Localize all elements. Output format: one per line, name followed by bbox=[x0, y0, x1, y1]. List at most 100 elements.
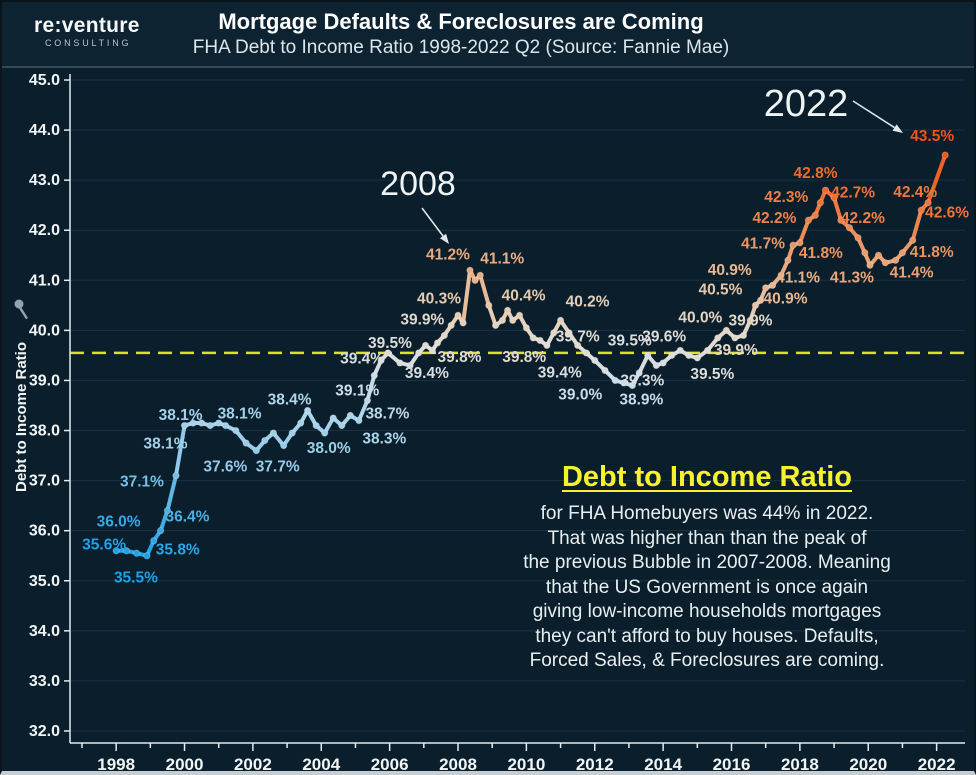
y-tick-label: 32.0 bbox=[29, 723, 60, 740]
data-point bbox=[206, 421, 214, 430]
data-point bbox=[320, 429, 329, 437]
data-point bbox=[667, 351, 676, 360]
data-point bbox=[866, 261, 874, 269]
x-tick-label: 2020 bbox=[849, 755, 887, 774]
data-point bbox=[466, 266, 474, 274]
annotation-line: That was higher than than the peak of bbox=[547, 527, 867, 549]
data-point bbox=[573, 341, 582, 350]
data-point-label: 40.0% bbox=[678, 309, 722, 326]
line-segment bbox=[797, 218, 811, 245]
line-segment bbox=[637, 353, 650, 375]
data-point bbox=[816, 198, 825, 207]
line-segment bbox=[910, 208, 924, 243]
data-point bbox=[288, 429, 296, 437]
data-point bbox=[261, 436, 269, 445]
callout-arrow bbox=[421, 207, 444, 237]
y-tick-label: 39.0 bbox=[29, 372, 60, 389]
axes: 45.0 44.0 43.0 42.0 41.0 40.0 39.0 38.0 37.0 36.0… bbox=[29, 72, 965, 774]
annotation-heading: Debt to Income Ratio bbox=[561, 461, 852, 493]
data-point-label: 39.4% bbox=[405, 365, 449, 382]
data-point-label: 41.7% bbox=[741, 235, 785, 252]
data-point bbox=[509, 316, 517, 325]
data-point-label: 38.1% bbox=[159, 407, 203, 424]
data-point bbox=[861, 249, 869, 257]
data-point bbox=[652, 361, 660, 370]
y-tick-label: 36.0 bbox=[29, 523, 60, 540]
data-point-label: 41.1% bbox=[480, 250, 524, 267]
data-point bbox=[122, 547, 131, 555]
data-point bbox=[685, 351, 693, 360]
data-point-label: 39.4% bbox=[340, 350, 384, 367]
x-tick-label: 2012 bbox=[576, 755, 614, 774]
data-point-label: 43.5% bbox=[910, 128, 954, 145]
data-point bbox=[746, 316, 755, 325]
data-point-label: 38.7% bbox=[365, 405, 409, 422]
data-point-label: 38.1% bbox=[218, 406, 262, 423]
y-axis-title-text: Debt to Income Ratio bbox=[13, 342, 30, 492]
data-point bbox=[565, 329, 573, 337]
data-point bbox=[503, 306, 512, 315]
data-point bbox=[703, 346, 712, 355]
data-point bbox=[303, 406, 312, 415]
data-point bbox=[396, 359, 404, 367]
data-point-label: 41.1% bbox=[776, 269, 820, 286]
data-point bbox=[172, 471, 180, 480]
x-tick-label: 2022 bbox=[918, 755, 956, 774]
data-point bbox=[722, 326, 731, 335]
data-point bbox=[591, 356, 599, 365]
logo-subtext: CONSULTING bbox=[45, 38, 132, 48]
line-segment bbox=[478, 273, 491, 308]
data-point bbox=[917, 206, 925, 214]
data-points bbox=[112, 151, 949, 560]
data-point bbox=[279, 441, 288, 450]
y-tick-label: 37.0 bbox=[29, 473, 60, 490]
data-point bbox=[529, 334, 537, 342]
pushpin-head bbox=[14, 299, 24, 309]
data-point-label: 35.5% bbox=[114, 570, 158, 587]
line-segment bbox=[486, 303, 498, 328]
data-point bbox=[784, 256, 792, 264]
data-point-label: 39.7% bbox=[556, 328, 600, 345]
callout-2022: 2022 bbox=[764, 83, 903, 133]
data-point-label: 39.1% bbox=[335, 382, 379, 399]
data-point bbox=[659, 359, 667, 367]
y-axis-title: Debt to Income Ratio bbox=[13, 342, 30, 492]
y-tick-label: 41.0 bbox=[29, 272, 60, 289]
callout-arrowhead bbox=[892, 124, 903, 133]
y-tick-label: 43.0 bbox=[29, 172, 60, 189]
data-point-label: 38.9% bbox=[619, 391, 663, 408]
line-segment bbox=[832, 195, 843, 223]
x-tick-label: 2008 bbox=[439, 755, 477, 774]
x-tick-label: 2006 bbox=[371, 755, 409, 774]
pushpin-icon bbox=[14, 299, 28, 320]
line-segment bbox=[926, 153, 948, 205]
data-point-labels: 35.6% 35.5% 35.8% 36.0% 36.4% 37.1% 38.1% 38.1%… bbox=[82, 128, 969, 587]
data-point bbox=[543, 341, 551, 350]
page-title: Mortgage Defaults & Foreclosures are Com… bbox=[218, 9, 704, 34]
data-point-label: 42.7% bbox=[831, 185, 875, 202]
data-point-label: 39.9% bbox=[728, 312, 772, 329]
data-point bbox=[454, 311, 462, 320]
x-tick-label: 1998 bbox=[97, 755, 135, 774]
data-point-label: 42.4% bbox=[893, 184, 937, 201]
annotation-line: the previous Bubble in 2007-2008. Meanin… bbox=[523, 552, 891, 573]
data-point bbox=[297, 419, 305, 427]
data-point bbox=[406, 361, 414, 370]
data-point bbox=[346, 411, 355, 420]
data-point bbox=[440, 331, 449, 340]
callout-arrow bbox=[852, 100, 896, 129]
data-point-label: 37.1% bbox=[120, 474, 164, 491]
data-point bbox=[628, 381, 637, 390]
header-titles: Mortgage Defaults & Foreclosures are Com… bbox=[2, 9, 920, 59]
data-point bbox=[112, 547, 120, 555]
data-point bbox=[837, 216, 845, 224]
x-tick-label: 2000 bbox=[166, 755, 204, 774]
data-point bbox=[611, 376, 619, 385]
data-point bbox=[363, 396, 372, 405]
data-point bbox=[693, 354, 702, 362]
data-point-label: 38.1% bbox=[144, 436, 188, 453]
line-segment bbox=[165, 473, 178, 513]
data-point bbox=[471, 276, 479, 285]
data-point bbox=[150, 536, 158, 545]
